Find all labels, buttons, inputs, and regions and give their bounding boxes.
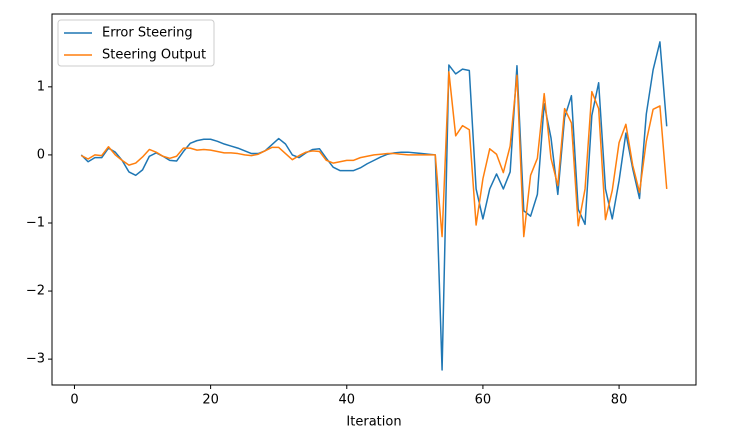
legend-label: Steering Output bbox=[102, 48, 206, 63]
y-tick-label: −1 bbox=[26, 215, 45, 230]
x-tick-label: 40 bbox=[338, 393, 355, 408]
y-tick-label: −2 bbox=[26, 284, 45, 299]
axes-frame bbox=[51, 13, 697, 386]
x-tick-label: 20 bbox=[202, 393, 219, 408]
line-series bbox=[80, 41, 668, 371]
x-tick-label: 80 bbox=[611, 393, 628, 408]
legend-box bbox=[57, 19, 215, 67]
y-tick-label: −3 bbox=[26, 352, 45, 367]
line-series bbox=[80, 71, 668, 238]
legend-label: Error Steering bbox=[102, 26, 193, 41]
y-tick-label: 0 bbox=[37, 147, 45, 162]
x-axis-label: Iteration bbox=[346, 415, 401, 430]
x-tick-label: 60 bbox=[475, 393, 492, 408]
y-tick-label: 1 bbox=[37, 79, 45, 94]
x-tick-label: 0 bbox=[70, 393, 78, 408]
